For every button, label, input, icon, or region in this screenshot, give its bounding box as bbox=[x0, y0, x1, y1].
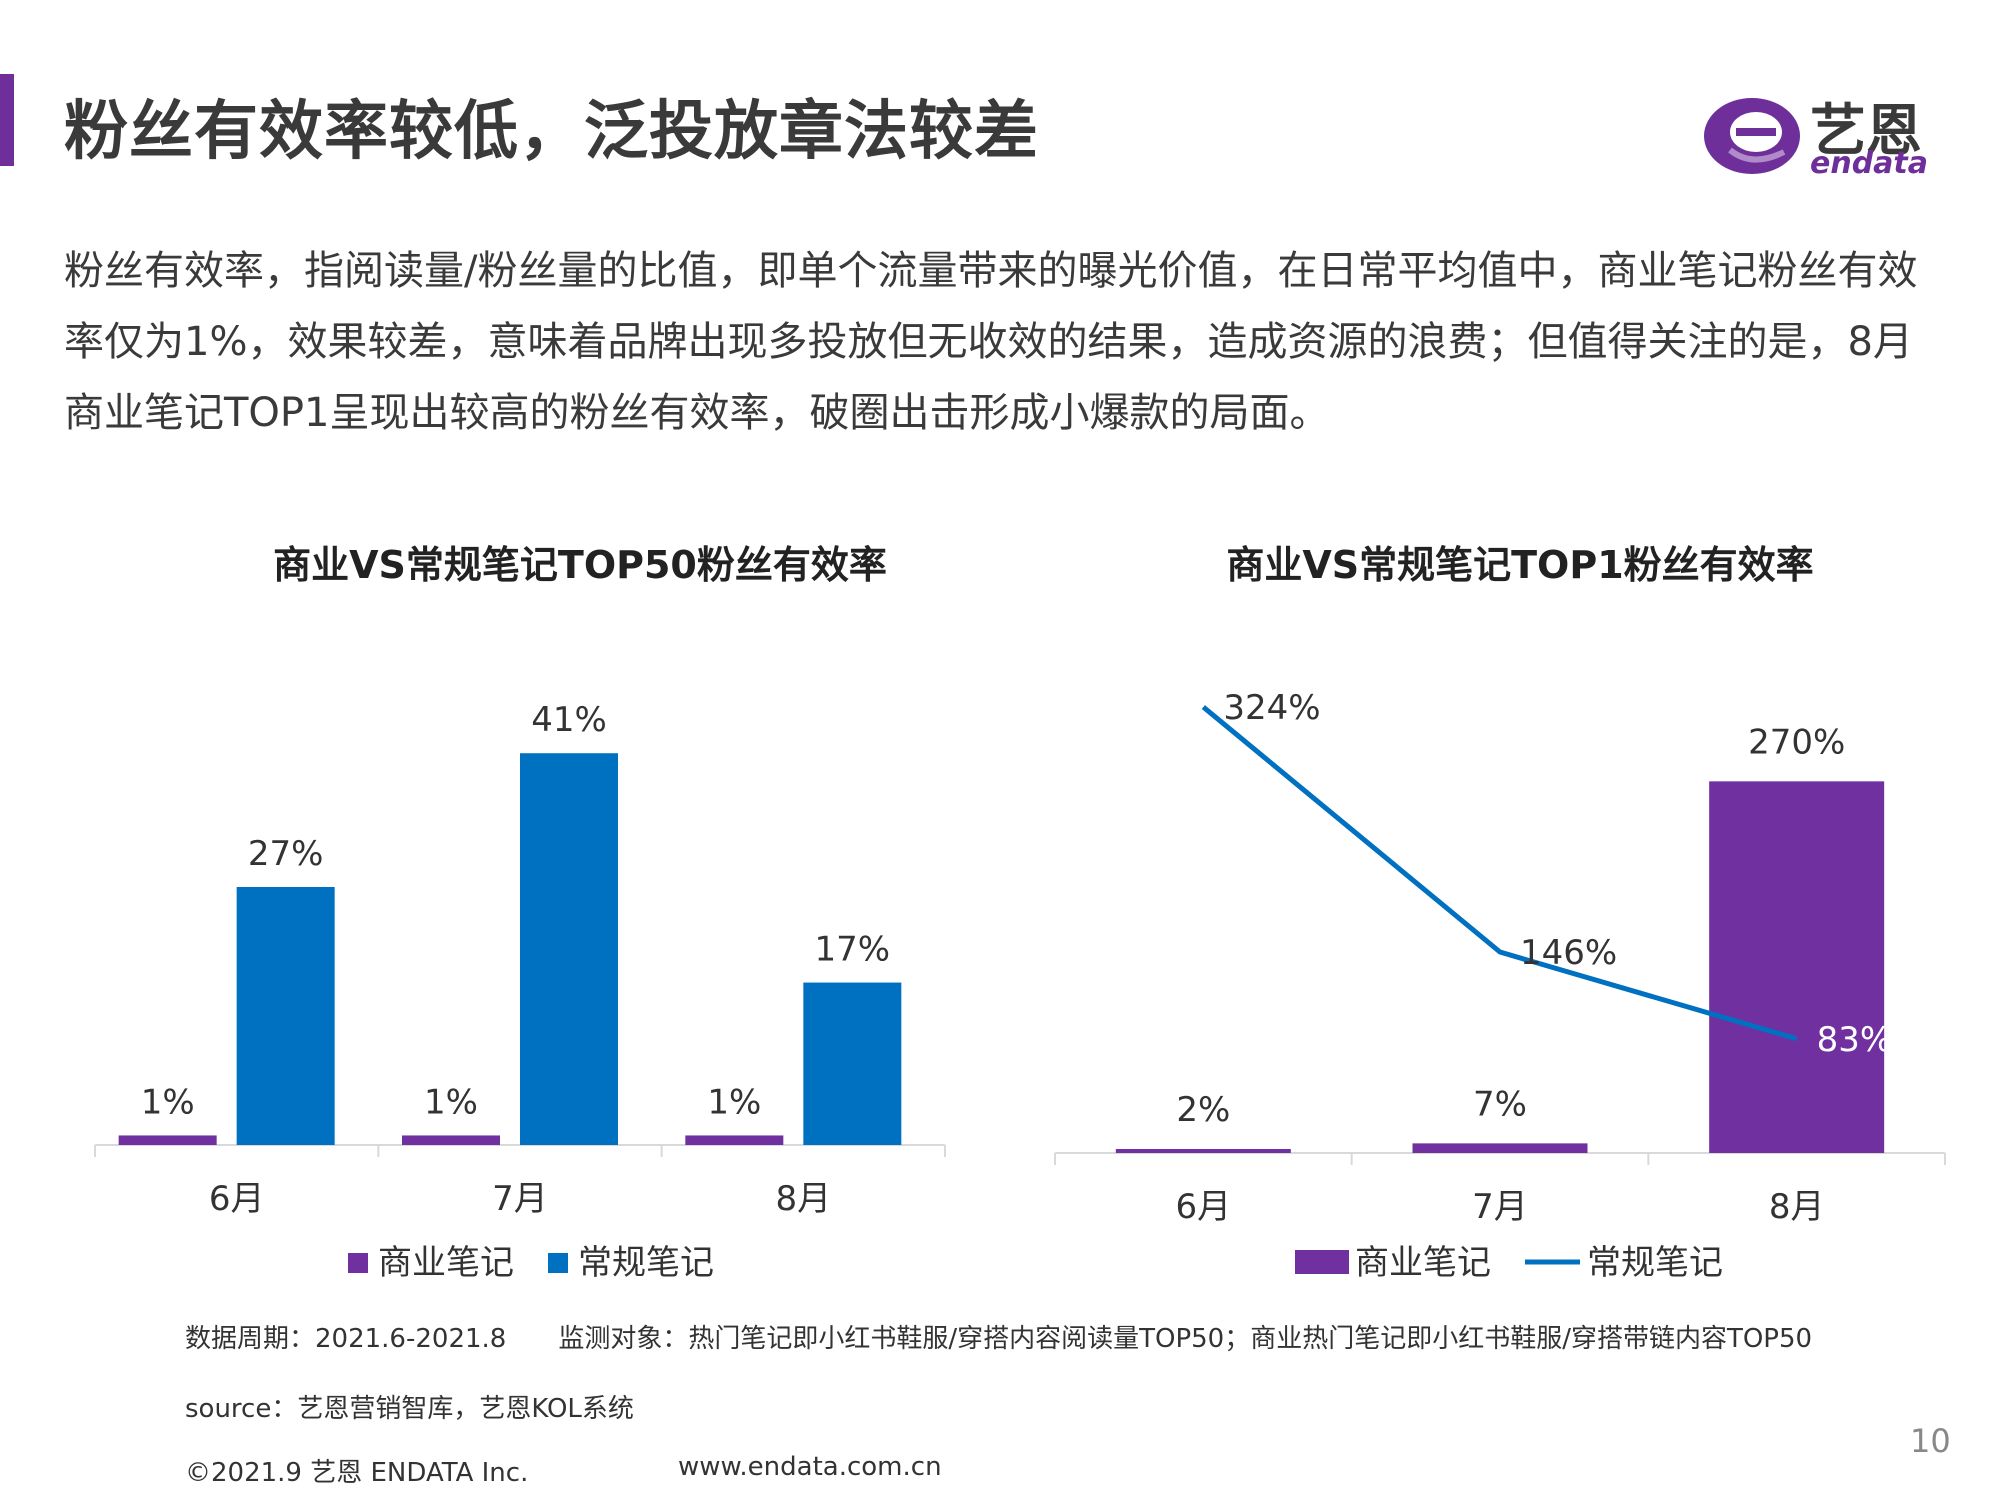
chart1-legend-label: 常规笔记 bbox=[578, 1243, 714, 1283]
chart1-legend-label: 商业笔记 bbox=[378, 1243, 514, 1283]
footer-source: source：艺恩营销智库，艺恩KOL系统 bbox=[185, 1394, 634, 1424]
chart2-title: 商业VS常规笔记TOP1粉丝有效率 bbox=[1226, 543, 1814, 587]
chart2-category-label: 8月 bbox=[1769, 1187, 1825, 1227]
logo-text-cn: 艺恩 bbox=[1810, 99, 1922, 164]
footer-copyright: ©2021.9 艺恩 ENDATA Inc. bbox=[185, 1458, 529, 1488]
chart2-category-label: 7月 bbox=[1472, 1187, 1528, 1227]
chart2-category-label: 6月 bbox=[1176, 1187, 1232, 1227]
endata-logo-icon bbox=[1704, 98, 1800, 174]
footer-period: 数据周期：2021.6-2021.8 监测对象：热门笔记即小红书鞋服/穿搭内容阅… bbox=[185, 1324, 1813, 1354]
chart2-bar-data-label: 7% bbox=[1473, 1084, 1527, 1124]
chart1-category-label: 8月 bbox=[776, 1179, 832, 1219]
chart2-bar-data-label: 270% bbox=[1748, 722, 1845, 762]
endata-logo: 艺恩 endata bbox=[1700, 86, 1950, 186]
chart2-legend-swatch-bar bbox=[1295, 1250, 1349, 1274]
chart1-bar bbox=[118, 1135, 217, 1145]
chart2-line-data-label: 83% bbox=[1817, 1020, 1893, 1060]
chart2-bar bbox=[1115, 1149, 1291, 1153]
chart2-bar-data-label: 2% bbox=[1176, 1090, 1230, 1130]
chart1-bar bbox=[803, 982, 902, 1145]
chart1-category-label: 6月 bbox=[209, 1179, 265, 1219]
footer-website[interactable]: www.endata.com.cn bbox=[678, 1452, 942, 1482]
chart1-bar bbox=[236, 887, 335, 1145]
chart1-title: 商业VS常规笔记TOP50粉丝有效率 bbox=[273, 543, 887, 587]
page-title: 粉丝有效率较低，泛投放章法较差 bbox=[64, 95, 1039, 169]
chart2-bar bbox=[1709, 781, 1885, 1153]
chart1-data-label: 17% bbox=[815, 930, 891, 970]
title-accent-bar bbox=[0, 74, 14, 166]
page-number: 10 bbox=[1910, 1422, 1951, 1460]
chart2-legend-label-line: 常规笔记 bbox=[1587, 1243, 1723, 1283]
chart1-bar bbox=[520, 753, 618, 1145]
chart1-bar bbox=[685, 1135, 784, 1145]
chart2-line-data-label: 324% bbox=[1223, 688, 1320, 728]
chart2-series-line bbox=[1201, 705, 1798, 1042]
chart1-legend-swatch bbox=[548, 1253, 568, 1273]
chart2-bar bbox=[1412, 1143, 1588, 1153]
chart1-data-label: 1% bbox=[707, 1082, 761, 1122]
chart1-data-label: 41% bbox=[531, 700, 607, 740]
chart1-legend-swatch bbox=[348, 1253, 368, 1273]
logo-text-en: endata bbox=[1810, 146, 1929, 181]
chart1-bar bbox=[402, 1135, 500, 1145]
chart1-data-label: 1% bbox=[141, 1082, 195, 1122]
chart2-legend-label-bar: 商业笔记 bbox=[1355, 1243, 1491, 1283]
chart2-line-data-label: 146% bbox=[1520, 933, 1617, 973]
chart1-category-label: 7月 bbox=[492, 1179, 548, 1219]
intro-paragraph: 粉丝有效率，指阅读量/粉丝量的比值，即单个流量带来的曝光价值，在日常平均值中，商… bbox=[64, 248, 1918, 436]
chart1-data-label: 1% bbox=[424, 1082, 478, 1122]
chart1-data-label: 27% bbox=[248, 834, 324, 874]
